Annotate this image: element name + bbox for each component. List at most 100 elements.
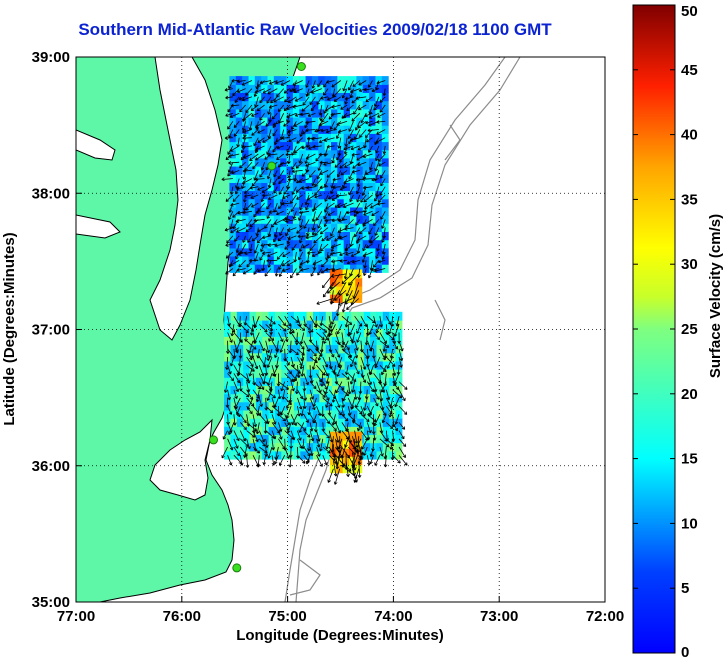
- velocity-arrow: [288, 137, 297, 143]
- velocity-arrow: [238, 316, 242, 326]
- velocity-arrow: [268, 381, 273, 392]
- velocity-arrow: [242, 210, 252, 215]
- velocity-cell: [343, 190, 351, 200]
- velocity-arrow: [337, 129, 348, 134]
- velocity-cell: [325, 360, 333, 370]
- velocity-arrow: [363, 210, 373, 216]
- velocity-cell: [300, 336, 308, 346]
- velocity-arrow: [350, 397, 355, 410]
- velocity-arrow: [227, 145, 234, 155]
- velocity-arrow: [235, 251, 240, 260]
- velocity-arrow: [354, 422, 363, 429]
- velocity-cell: [236, 434, 244, 444]
- velocity-arrow: [230, 324, 235, 337]
- velocity-arrow: [264, 397, 269, 411]
- velocity-cell: [262, 344, 270, 354]
- velocity-arrow: [373, 96, 380, 107]
- velocity-arrow: [267, 243, 278, 247]
- velocity-cell: [389, 434, 397, 444]
- velocity-arrow: [252, 438, 258, 452]
- velocity-arrow: [247, 235, 253, 243]
- velocity-arrow: [271, 219, 278, 228]
- velocity-cell: [306, 442, 314, 452]
- velocity-cell: [248, 231, 256, 241]
- velocity-arrow: [326, 96, 335, 101]
- velocity-arrow: [294, 96, 303, 102]
- velocity-arrow: [398, 381, 408, 390]
- velocity-arrow: [265, 414, 270, 425]
- velocity-arrow: [332, 177, 341, 182]
- velocity-arrow: [309, 389, 315, 400]
- velocity-cell: [343, 166, 351, 175]
- velocity-arrow: [309, 397, 316, 411]
- velocity-cell: [349, 269, 356, 279]
- velocity-cell: [281, 450, 289, 460]
- velocity-arrow: [311, 202, 316, 212]
- velocity-arrow: [361, 438, 368, 450]
- colorbar-label: Surface Velocity (cm/s): [707, 214, 724, 378]
- velocity-arrow: [224, 88, 233, 92]
- velocity-arrow: [225, 356, 229, 370]
- velocity-arrow: [336, 120, 348, 126]
- velocity-cell: [243, 442, 251, 452]
- velocity-cell: [349, 285, 356, 295]
- velocity-arrow: [354, 348, 359, 359]
- velocity-arrow: [347, 381, 352, 395]
- velocity-arrow: [380, 178, 386, 187]
- velocity-arrow: [237, 356, 242, 367]
- velocity-arrow: [254, 120, 265, 128]
- velocity-arrow: [380, 211, 386, 220]
- velocity-arrow: [345, 290, 353, 305]
- velocity-cell: [268, 328, 276, 337]
- velocity-arrow: [298, 210, 310, 215]
- velocity-arrow: [233, 121, 240, 128]
- velocity-arrow: [398, 438, 407, 447]
- velocity-arrow: [241, 80, 253, 86]
- velocity-arrow: [293, 120, 303, 127]
- velocity-arrow: [272, 120, 284, 126]
- velocity-arrow: [378, 373, 383, 385]
- velocity-arrow: [341, 373, 350, 380]
- velocity-arrow: [301, 104, 310, 112]
- velocity-arrow: [254, 145, 265, 152]
- velocity-arrow: [246, 397, 254, 410]
- velocity-arrow: [329, 121, 335, 130]
- velocity-cell: [370, 393, 377, 403]
- velocity-cell: [370, 369, 377, 378]
- velocity-arrow: [351, 112, 361, 122]
- velocity-cell: [363, 377, 371, 386]
- velocity-arrow: [311, 136, 322, 141]
- velocity-arrow: [333, 460, 338, 477]
- velocity-arrow: [296, 446, 300, 459]
- velocity-cell: [313, 377, 320, 386]
- velocity-arrow: [339, 186, 348, 191]
- velocity-arrow: [360, 194, 367, 203]
- velocity-cell: [369, 190, 376, 200]
- velocity-arrow: [316, 298, 334, 305]
- velocity-arrow: [268, 104, 278, 109]
- velocity-arrow: [327, 281, 340, 294]
- velocity-cell: [356, 166, 364, 175]
- velocity-cell: [338, 344, 346, 354]
- velocity-cell: [343, 157, 351, 167]
- velocity-arrow: [325, 397, 330, 408]
- velocity-arrow: [314, 194, 322, 199]
- velocity-arrow: [341, 273, 353, 285]
- velocity-arrow: [350, 88, 360, 94]
- velocity-arrow: [278, 455, 286, 466]
- velocity-arrow: [312, 414, 317, 424]
- velocity-arrow: [350, 145, 360, 151]
- velocity-cell: [224, 336, 231, 346]
- velocity-arrow: [233, 381, 240, 393]
- velocity-cell: [351, 360, 358, 370]
- velocity-arrow: [372, 260, 380, 268]
- velocity-arrow: [341, 211, 348, 221]
- velocity-cell: [382, 393, 390, 403]
- velocity-arrow: [290, 268, 297, 279]
- velocity-cell: [343, 223, 351, 232]
- velocity-arrow: [305, 80, 310, 88]
- velocity-cell: [338, 336, 346, 346]
- velocity-cell: [325, 450, 333, 460]
- velocity-cell: [236, 450, 244, 460]
- velocity-arrow: [305, 120, 316, 125]
